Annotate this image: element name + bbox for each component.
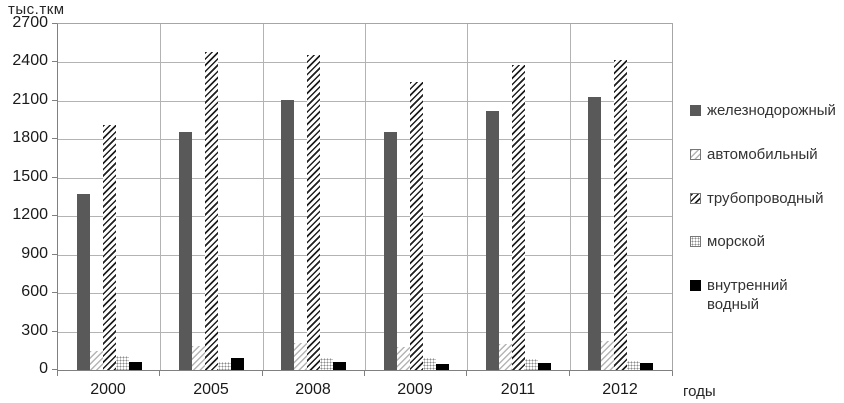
bar-pipeline-2009 — [409, 82, 423, 370]
bar-inland-water-2005 — [230, 358, 244, 370]
bar-railway-2005 — [178, 132, 192, 370]
y-tick-label-300: 300 — [21, 322, 48, 339]
bar-pipeline-2012 — [614, 60, 628, 370]
bar-group-2009 — [365, 24, 467, 370]
y-tick-label-2100: 2100 — [12, 91, 48, 108]
bar-maritime-2005 — [217, 362, 231, 370]
bar-maritime-2012 — [627, 361, 641, 370]
legend-marker-pipeline — [690, 192, 701, 204]
bar-pipeline-2011 — [511, 65, 525, 370]
x-tick-label-2012: 2012 — [602, 381, 638, 398]
bar-inland-water-2000 — [128, 362, 142, 370]
x-tick-mark-5 — [569, 371, 570, 376]
y-tick-mark-2100 — [52, 100, 57, 101]
bar-automobile-2009 — [396, 347, 410, 370]
legend-marker-inland-water — [690, 280, 701, 291]
bar-automobile-2011 — [498, 344, 512, 370]
bar-group-2008 — [263, 24, 365, 370]
y-tick-mark-1500 — [52, 177, 57, 178]
legend-label-pipeline: трубопроводный — [707, 189, 824, 207]
bar-inland-water-2009 — [435, 364, 449, 370]
y-tick-label-2700: 2700 — [12, 14, 48, 31]
legend-item-inland-water: внутренний водный — [690, 277, 842, 315]
bar-automobile-2008 — [294, 343, 308, 370]
bar-automobile-2000 — [89, 351, 103, 370]
y-tick-mark-0 — [52, 369, 57, 370]
x-tick-label-2011: 2011 — [500, 381, 536, 398]
bar-group-2012 — [570, 24, 672, 370]
y-tick-mark-2400 — [52, 61, 57, 62]
bar-pipeline-2008 — [307, 55, 321, 370]
y-tick-label-1500: 1500 — [12, 168, 48, 185]
legend-marker-railway — [690, 105, 701, 116]
legend-marker-maritime — [690, 236, 701, 248]
legend-item-automobile: автомобильный — [690, 146, 842, 165]
x-tick-mark-4 — [466, 371, 467, 376]
bar-railway-2000 — [76, 194, 90, 370]
x-tick-label-2008: 2008 — [295, 381, 331, 398]
bar-automobile-2005 — [191, 346, 205, 370]
bar-pipeline-2000 — [102, 125, 116, 370]
x-tick-mark-end — [672, 371, 673, 376]
y-tick-mark-1200 — [52, 215, 57, 216]
x-tick-mark-2 — [262, 371, 263, 376]
y-axis-unit-label: тыс.ткм — [8, 1, 65, 18]
y-tick-label-1800: 1800 — [12, 129, 48, 146]
bar-maritime-2000 — [115, 356, 129, 370]
bar-railway-2009 — [383, 132, 397, 370]
bar-railway-2008 — [281, 100, 295, 370]
y-tick-label-0: 0 — [39, 360, 48, 377]
bar-railway-2011 — [485, 111, 499, 370]
legend-item-pipeline: трубопроводный — [690, 190, 842, 209]
x-gridline-1 — [160, 24, 161, 370]
legend-marker-automobile — [690, 148, 701, 160]
x-gridline-3 — [365, 24, 366, 370]
x-tick-mark-3 — [364, 371, 365, 376]
y-tick-label-900: 900 — [21, 245, 48, 262]
bar-inland-water-2011 — [537, 363, 551, 370]
y-tick-mark-2700 — [52, 23, 57, 24]
x-gridline-2 — [263, 24, 264, 370]
x-tick-label-2000: 2000 — [90, 381, 126, 398]
legend-label-railway: железнодорожный — [707, 102, 836, 119]
legend-label-inland-water: внутренний водный — [707, 277, 788, 313]
legend-item-maritime: морской — [690, 233, 842, 252]
bar-inland-water-2008 — [333, 362, 347, 370]
bar-pipeline-2005 — [204, 52, 218, 370]
plot-area — [57, 23, 673, 371]
x-gridline-4 — [467, 24, 468, 370]
legend-label-automobile: автомобильный — [707, 145, 818, 163]
legend-item-railway: железнодорожный — [690, 102, 842, 121]
x-tick-mark-0 — [57, 371, 58, 376]
y-tick-mark-300 — [52, 331, 57, 332]
y-tick-label-1200: 1200 — [12, 206, 48, 223]
bar-railway-2012 — [588, 97, 602, 370]
x-tick-label-2005: 2005 — [193, 381, 229, 398]
bar-group-2005 — [160, 24, 262, 370]
y-tick-mark-900 — [52, 254, 57, 255]
y-tick-label-600: 600 — [21, 283, 48, 300]
bar-maritime-2009 — [422, 358, 436, 370]
bar-maritime-2008 — [320, 358, 334, 370]
x-tick-mark-1 — [159, 371, 160, 376]
bar-group-2000 — [58, 24, 160, 370]
legend: железнодорожный автомобильный трубопроводн… — [690, 102, 842, 315]
bar-inland-water-2012 — [640, 363, 654, 370]
y-tick-mark-1800 — [52, 138, 57, 139]
y-tick-mark-600 — [52, 292, 57, 293]
bar-automobile-2012 — [601, 341, 615, 370]
legend-label-maritime: морской — [707, 233, 765, 251]
x-axis-unit-label: годы — [683, 383, 716, 400]
bar-group-2011 — [467, 24, 569, 370]
x-tick-label-2009: 2009 — [397, 381, 433, 398]
x-gridline-5 — [570, 24, 571, 370]
y-tick-label-2400: 2400 — [12, 52, 48, 69]
bar-maritime-2011 — [524, 359, 538, 370]
